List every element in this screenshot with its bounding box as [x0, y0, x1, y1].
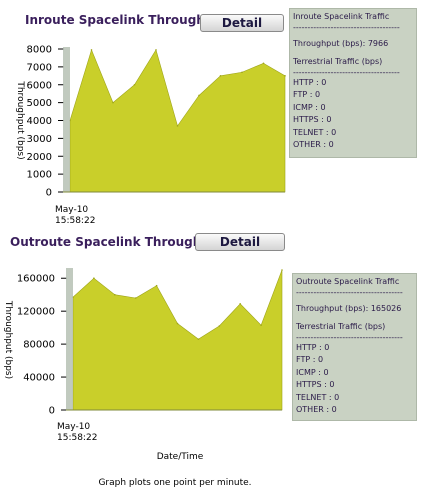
- inroute-panel-row-telnet: TELNET : 0: [293, 127, 337, 137]
- outroute-x-tick-time: 15:58:22: [57, 433, 98, 443]
- inroute-panel-separator: -------------------------------------: [293, 23, 400, 32]
- outroute-panel-row-telnet: TELNET : 0: [296, 392, 340, 402]
- outroute-chart-title: Outroute Spacelink Throughput: [10, 235, 225, 249]
- inroute-data-point: [155, 49, 157, 51]
- inroute-data-point: [112, 101, 114, 104]
- graph-footnote: Graph plots one point per minute.: [98, 478, 252, 488]
- outroute-traffic-panel: Outroute Spacelink Traffic -------------…: [292, 273, 417, 421]
- outroute-panel-row-other: OTHER : 0: [296, 405, 337, 414]
- outroute-y-tick-label: 40000: [23, 373, 55, 384]
- inroute-panel-row-icmp: ICMP : 0: [293, 102, 326, 112]
- outroute-panel-row-ftp: FTP : 0: [296, 355, 324, 364]
- inroute-panel-terrestrial-heading: Terrestrial Traffic (bps): [293, 57, 383, 66]
- inroute-y-tick-label: 6000: [27, 80, 52, 91]
- inroute-data-point: [198, 94, 200, 97]
- outroute-data-point: [281, 269, 283, 271]
- outroute-y-tick-label: 0: [49, 406, 55, 417]
- inroute-panel-row-http: HTTP : 0: [293, 77, 327, 87]
- inroute-data-point: [241, 71, 243, 74]
- outroute-data-point: [176, 322, 179, 325]
- outroute-x-tick-label: May-10 15:58:22: [57, 422, 97, 444]
- outroute-throughput-chart: Throughput (bps) 0 40000 80000 120000 160000: [3, 268, 283, 417]
- outroute-panel-separator-2: -------------------------------------: [296, 333, 403, 342]
- outroute-y-axis-label: Throughput (bps): [3, 300, 13, 379]
- inroute-x-tick-time: 15:58:22: [55, 216, 96, 226]
- outroute-x-tick-date: May-10: [57, 422, 91, 432]
- inroute-data-point: [284, 75, 286, 77]
- outroute-panel-row-icmp: ICMP : 0: [296, 367, 329, 377]
- outroute-data-point: [260, 324, 262, 326]
- inroute-y-tick-label: 1000: [27, 170, 52, 181]
- inroute-panel-row-other: OTHER : 0: [293, 140, 334, 149]
- outroute-panel-terrestrial-heading: Terrestrial Traffic (bps): [296, 322, 386, 331]
- inroute-x-tick-label: May-10 15:58:22: [55, 205, 95, 227]
- inroute-y-tick-label: 3000: [27, 134, 52, 145]
- inroute-throughput-chart: Throughput (bps) 0 1000 2000 3000 4000 5000 600…: [15, 45, 286, 199]
- inroute-detail-button[interactable]: Detail: [200, 14, 284, 32]
- outroute-detail-button[interactable]: Detail: [195, 233, 285, 251]
- inroute-data-point: [176, 125, 179, 127]
- outroute-time-marker: [66, 268, 73, 410]
- inroute-y-tick-label: 2000: [27, 152, 52, 163]
- outroute-panel-heading: Outroute Spacelink Traffic: [296, 277, 400, 286]
- outroute-data-point: [218, 325, 221, 327]
- inroute-y-tick-label: 5000: [27, 98, 52, 109]
- inroute-panel-row-ftp: FTP : 0: [293, 90, 321, 99]
- inroute-data-point: [90, 49, 93, 51]
- inroute-chart-title: Inroute Spacelink Throughput: [25, 13, 228, 27]
- outroute-y-tick-label: 120000: [17, 307, 55, 318]
- inroute-panel-row-https: HTTPS : 0: [293, 115, 332, 124]
- inroute-y-tick-label: 0: [46, 188, 52, 199]
- inroute-panel-separator-2: -------------------------------------: [293, 68, 400, 77]
- outroute-data-point: [239, 302, 241, 305]
- inroute-throughput-area: [69, 48, 286, 193]
- outroute-data-point: [134, 297, 137, 299]
- outroute-data-point: [114, 293, 116, 296]
- outroute-data-point: [93, 277, 95, 280]
- outroute-panel-throughput: Throughput (bps): 165026: [296, 303, 402, 313]
- inroute-data-point: [133, 83, 136, 86]
- inroute-panel-throughput: Throughput (bps): 7966: [293, 38, 389, 48]
- inroute-y-tick-label: 4000: [27, 116, 52, 127]
- inroute-x-tick-date: May-10: [55, 205, 89, 215]
- outroute-y-tick-label: 160000: [17, 274, 55, 285]
- inroute-y-axis-label: Throughput (bps): [15, 80, 25, 159]
- outroute-panel-row-http: HTTP : 0: [296, 342, 330, 352]
- inroute-panel-heading: Inroute Spacelink Traffic: [293, 12, 390, 21]
- outroute-panel-separator: -------------------------------------: [296, 288, 403, 297]
- x-axis-label: Date/Time: [156, 452, 204, 462]
- outroute-y-tick-label: 80000: [23, 340, 55, 351]
- outroute-throughput-area: [72, 269, 283, 411]
- inroute-y-tick-label: 8000: [27, 45, 52, 56]
- inroute-data-point: [219, 75, 222, 77]
- outroute-panel-row-https: HTTPS : 0: [296, 380, 335, 389]
- outroute-data-point: [155, 284, 158, 287]
- inroute-traffic-panel: Inroute Spacelink Traffic --------------…: [289, 8, 417, 158]
- inroute-y-tick-label: 7000: [27, 62, 52, 73]
- inroute-data-point: [262, 62, 265, 65]
- inroute-time-marker: [63, 47, 70, 192]
- outroute-data-point: [197, 338, 200, 340]
